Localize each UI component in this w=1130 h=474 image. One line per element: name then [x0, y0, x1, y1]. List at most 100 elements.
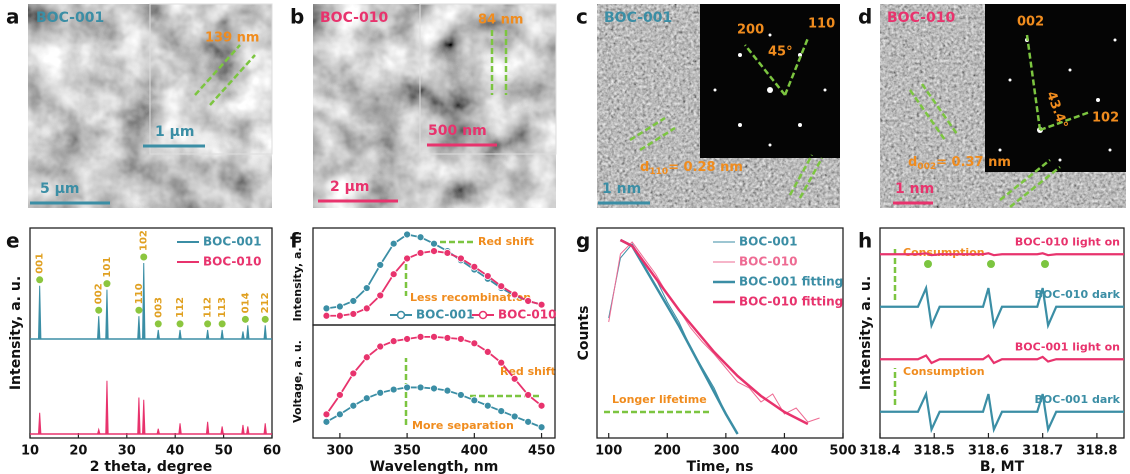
marker — [322, 311, 331, 320]
peak — [263, 325, 267, 340]
spot-label: 110 — [808, 17, 835, 32]
marker — [497, 358, 506, 367]
sample-label: BOC-010 — [320, 10, 388, 26]
peak-dot — [135, 306, 143, 314]
peak-label: 003 — [153, 297, 164, 318]
marker — [335, 302, 344, 311]
x-axis-label: Wavelength, nm — [370, 459, 499, 474]
angle: 45° — [768, 45, 793, 60]
peak-label: 112 — [203, 297, 214, 318]
scale: 1 nm — [602, 181, 641, 197]
legend-label: BOC-010 fitting — [739, 295, 843, 309]
panel-letter: g — [576, 229, 590, 253]
legend-label: BOC-001 fitting — [739, 275, 843, 289]
series-line — [326, 250, 542, 317]
trace-label: BOC-001 dark — [1035, 393, 1121, 406]
marker — [537, 300, 546, 309]
trace-label: BOC-001 light on — [1015, 340, 1120, 353]
peak — [156, 428, 161, 435]
peak — [142, 399, 146, 435]
scale: 1 nm — [895, 181, 934, 197]
peak-dot — [103, 280, 111, 288]
peak — [96, 316, 101, 340]
guide — [744, 44, 786, 96]
marker — [443, 334, 452, 342]
marker — [376, 291, 385, 300]
legend-label: BOC-001 — [739, 235, 797, 249]
marker — [335, 391, 344, 399]
annotation: Consumption — [903, 246, 985, 259]
x-tick-label: 20 — [69, 444, 87, 459]
peak-label: 112 — [175, 297, 186, 318]
series-line — [619, 238, 809, 426]
marker — [537, 423, 546, 432]
peak-label: 102 — [139, 230, 150, 251]
guide — [908, 89, 947, 141]
x-tick-label: 500 — [829, 444, 856, 459]
peak — [105, 380, 109, 435]
y-axis-label: Counts — [576, 306, 592, 361]
legend-label: BOC-010 — [498, 308, 556, 322]
guide — [629, 116, 666, 142]
peak-dot — [154, 320, 162, 328]
marker — [349, 369, 358, 378]
peak — [241, 331, 245, 340]
legend-label: BOC-010 — [203, 255, 261, 269]
marker — [322, 417, 331, 426]
plot-frame — [596, 227, 844, 439]
marker — [443, 249, 452, 257]
x-tick-label: 50 — [215, 444, 233, 459]
peak-label: 113 — [217, 297, 228, 318]
peak-dot — [241, 315, 249, 323]
spot-label: 002 — [1017, 15, 1044, 30]
diffraction-spots — [713, 33, 827, 147]
plot-frame — [29, 227, 273, 439]
peak — [142, 262, 146, 340]
marker — [376, 261, 385, 269]
panel-letter: c — [576, 5, 588, 29]
marker — [430, 384, 438, 393]
panel-letter: h — [858, 229, 872, 253]
legend-label: BOC-001 — [416, 308, 474, 322]
series-line — [880, 354, 1124, 365]
peak-label: 101 — [102, 257, 113, 278]
saed-inset — [985, 4, 1126, 172]
peak — [241, 424, 245, 435]
peak-dots — [924, 260, 1049, 268]
x-tick-label: 60 — [263, 444, 281, 459]
thickness: 139 nm — [205, 31, 259, 46]
peak — [37, 285, 42, 340]
d-index: 110 — [649, 167, 668, 177]
scale: 2 μm — [330, 179, 370, 195]
marker — [349, 310, 358, 318]
marker — [510, 374, 519, 383]
marker — [362, 304, 371, 313]
inset-frame — [419, 3, 557, 155]
d-value: = 0.28 nm — [668, 160, 743, 175]
marker — [335, 311, 344, 320]
peak — [178, 329, 182, 340]
sample-label: BOC-001 — [604, 10, 672, 26]
peak-label: 002 — [94, 283, 105, 304]
marker — [376, 342, 385, 351]
peak-label: 110 — [134, 283, 145, 304]
marker — [416, 383, 425, 392]
marker — [416, 332, 425, 341]
peak-dot — [95, 306, 103, 314]
marker — [524, 391, 533, 399]
peak — [105, 289, 109, 340]
guide — [639, 126, 676, 152]
marker — [322, 304, 331, 313]
annotation: More separation — [412, 419, 514, 432]
y-axis-label: Intensity, a. u. — [858, 276, 874, 390]
marker — [456, 391, 465, 399]
legend-label: BOC-010 — [739, 255, 797, 269]
series-line — [880, 252, 1124, 257]
marker — [430, 239, 438, 248]
panel-letter: f — [290, 229, 299, 253]
peak — [156, 329, 161, 340]
marker — [322, 410, 331, 419]
guide — [999, 159, 1051, 201]
peak-dot — [204, 320, 212, 328]
